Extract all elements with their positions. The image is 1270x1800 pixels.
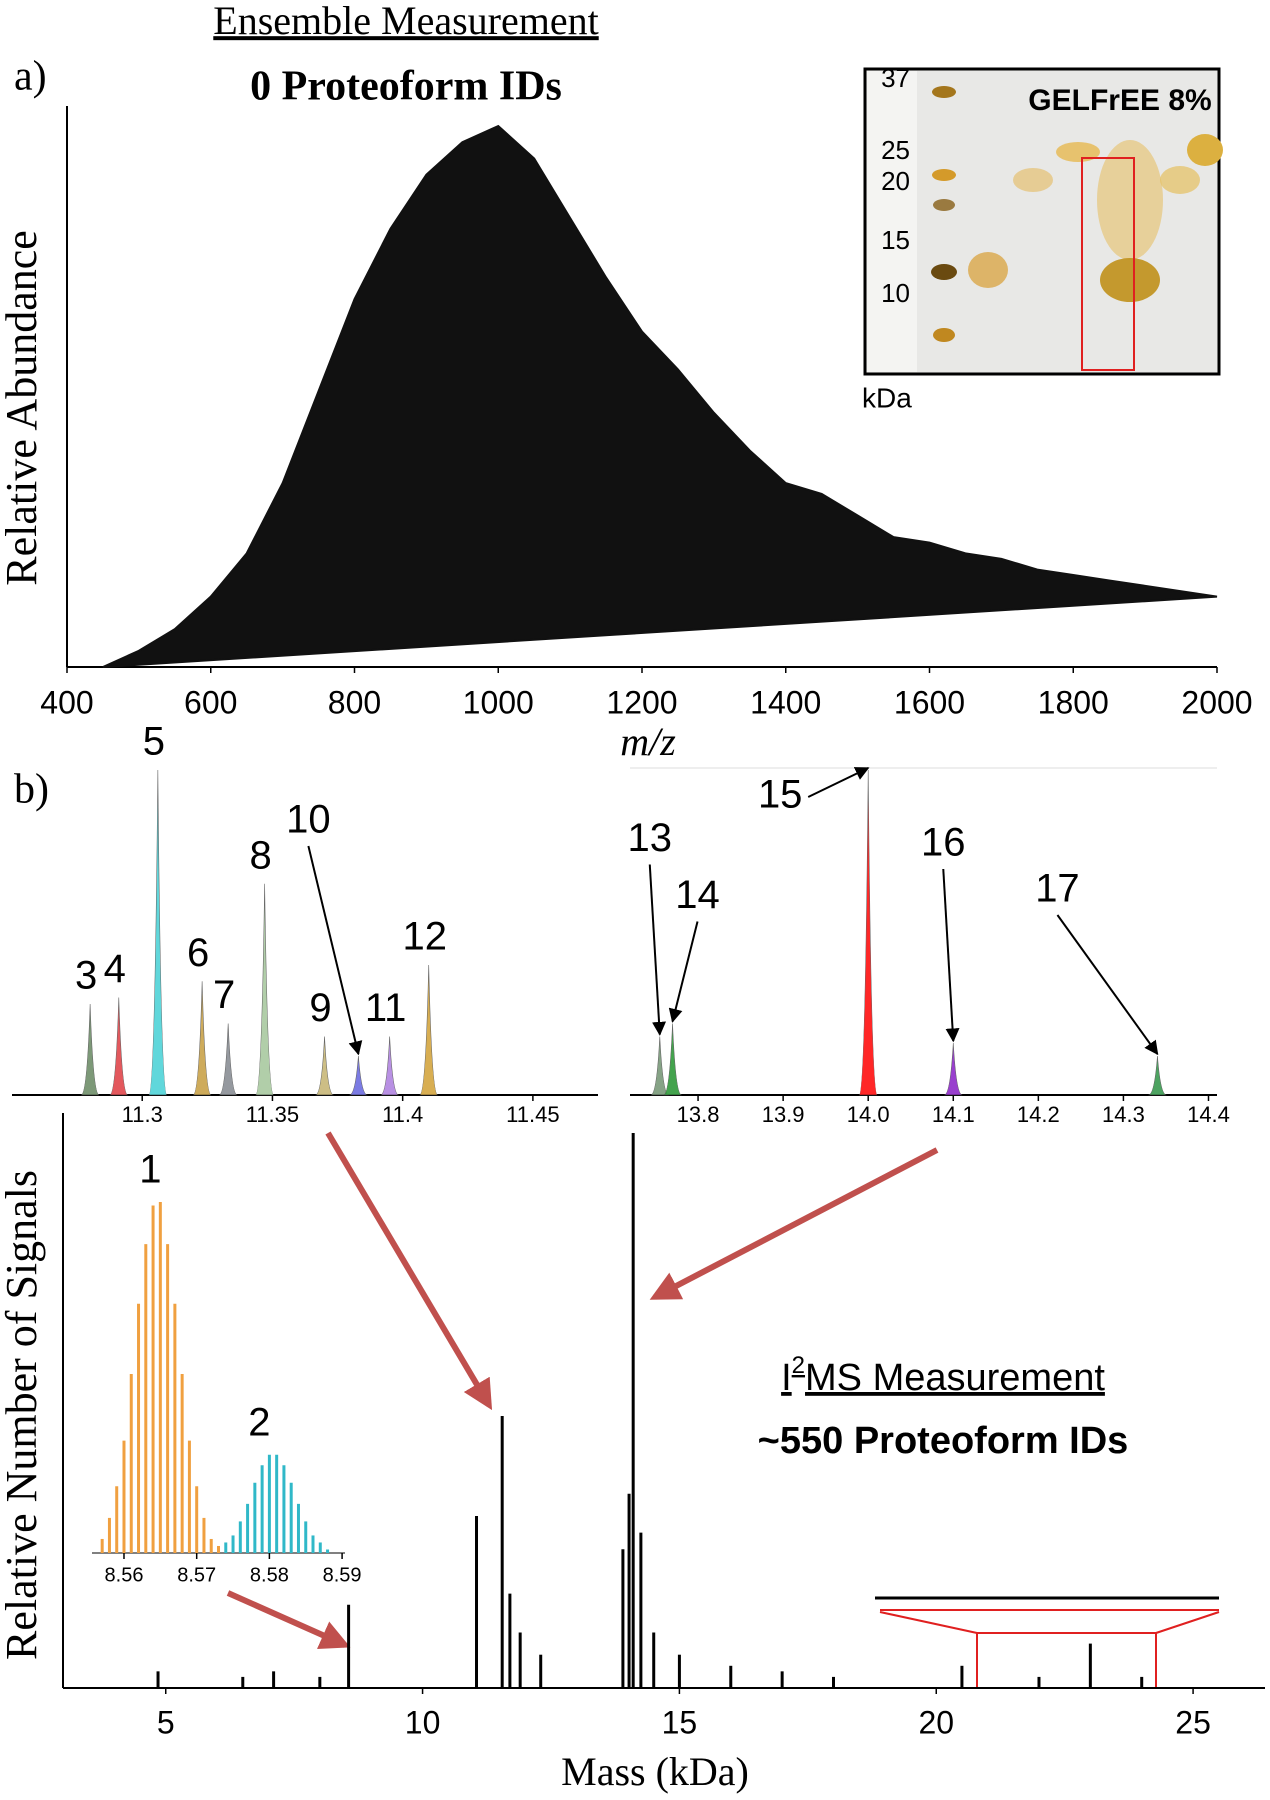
peak-label: 6 [187, 931, 209, 975]
gel-unit: kDa [862, 382, 912, 413]
x-tick-label: 14.3 [1102, 1102, 1145, 1127]
x-tick-label: 8.57 [177, 1564, 216, 1586]
gel-ladder-label: 20 [881, 166, 910, 196]
x-tick-label: 15 [662, 1704, 698, 1740]
panel-label: a) [14, 54, 47, 100]
peak [315, 1036, 334, 1096]
y-axis-label: Relative Number of Signals [0, 1170, 46, 1660]
x-tick-label: 1800 [1038, 684, 1109, 720]
title-part: I [781, 1357, 792, 1399]
title-part: MS Measurement [805, 1357, 1105, 1399]
x-axis-label: m/z [620, 719, 676, 764]
peak [109, 997, 129, 1096]
x-tick-label: 13.8 [677, 1102, 720, 1127]
peak [380, 1036, 399, 1096]
peak [419, 964, 438, 1096]
chart-title: Ensemble Measurement [213, 0, 598, 43]
x-tick-label: 8.58 [250, 1564, 289, 1586]
peak [349, 1055, 368, 1096]
x-tick-label: 5 [157, 1704, 175, 1740]
peak [944, 1042, 963, 1096]
x-tick-label: 11.3 [122, 1102, 163, 1127]
peak-label: 13 [628, 816, 673, 860]
chart-subtitle: 0 Proteoform IDs [250, 64, 562, 110]
chart-title: I2MS Measurement [781, 1352, 1105, 1399]
peak [80, 1003, 100, 1096]
x-tick-label: 800 [328, 684, 381, 720]
x-tick-label: 13.9 [762, 1102, 805, 1127]
x-tick-label: 8.59 [323, 1564, 362, 1586]
x-tick-label: 11.35 [246, 1102, 299, 1127]
peak-label: 17 [1035, 867, 1080, 911]
peak [1148, 1055, 1167, 1096]
arrow [942, 868, 960, 1043]
peak-label: 3 [75, 954, 97, 998]
arrow [807, 767, 870, 798]
arrow [1056, 914, 1159, 1056]
x-tick-label: 600 [184, 684, 237, 720]
peak [219, 1023, 238, 1096]
gel-ladder-label: 10 [881, 278, 910, 308]
x-tick-label: 14.0 [847, 1102, 890, 1127]
peak-label: 4 [104, 947, 126, 991]
panel-label: b) [14, 767, 49, 813]
peak [650, 1036, 669, 1096]
x-tick-label: 1400 [750, 684, 821, 720]
x-tick-label: 1000 [463, 684, 534, 720]
peak-label: 7 [213, 973, 235, 1017]
x-tick-label: 14.1 [932, 1102, 975, 1127]
x-tick-label: 2000 [1181, 684, 1252, 720]
x-axis-label: Mass (kDa) [561, 1749, 749, 1794]
peak-label: 1 [139, 1148, 161, 1192]
peak [858, 769, 878, 1096]
peak [192, 981, 212, 1096]
x-tick-label: 10 [405, 1704, 441, 1740]
peak-label: 8 [250, 833, 272, 877]
peak [148, 769, 168, 1096]
arrow [668, 921, 699, 1023]
gel-ladder-label: 15 [881, 225, 910, 255]
chart-subtitle: ~550 Proteoform IDs [758, 1420, 1129, 1462]
annotation-arrows [226, 1131, 939, 1649]
peak-label: 12 [402, 915, 447, 959]
peak-label: 5 [143, 720, 165, 764]
title-part: 2 [792, 1352, 805, 1379]
peak-label: 14 [675, 873, 720, 917]
peak-label: 9 [309, 986, 331, 1030]
x-tick-label: 1200 [606, 684, 677, 720]
gel-title: GELFrEE 8% [1028, 84, 1211, 117]
spectrum [102, 124, 1218, 668]
y-axis-label: Relative Abundance [0, 230, 46, 586]
x-tick-label: 25 [1175, 1704, 1211, 1740]
x-tick-label: 20 [918, 1704, 954, 1740]
x-tick-label: 14.2 [1017, 1102, 1060, 1127]
zoom-box [879, 1609, 1220, 1689]
x-tick-label: 8.56 [105, 1564, 144, 1586]
peak [663, 1023, 682, 1096]
arrow [648, 864, 667, 1036]
gel-inset: GELFrEE 8% kDa [862, 67, 1223, 413]
peak-label: 16 [921, 821, 966, 865]
x-tick-label: 11.45 [506, 1102, 559, 1127]
x-tick-label: 11.4 [382, 1102, 423, 1127]
peak-label: 2 [248, 1400, 270, 1444]
x-tick-label: 400 [40, 684, 93, 720]
peak-label: 10 [286, 798, 331, 842]
peak-label: 15 [758, 773, 803, 817]
peak-label: 11 [365, 986, 407, 1030]
gel-ladder-label: 25 [881, 135, 910, 165]
x-tick-label: 1600 [894, 684, 965, 720]
peak [255, 883, 274, 1096]
x-tick-label: 14.4 [1187, 1102, 1230, 1127]
arrow [307, 845, 363, 1056]
gel-ladder-label: 37 [881, 63, 910, 93]
